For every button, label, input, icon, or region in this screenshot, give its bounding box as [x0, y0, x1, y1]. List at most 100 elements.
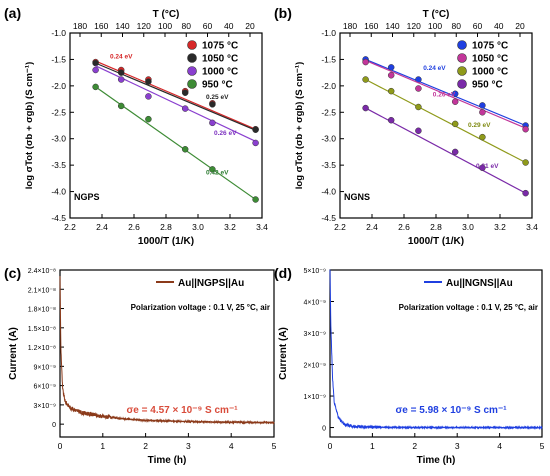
y-tick-label: -2.5 — [321, 107, 336, 117]
data-point — [479, 164, 486, 172]
data-point — [252, 139, 259, 147]
legend-marker — [457, 53, 467, 63]
legend-marker — [457, 66, 467, 76]
top-tick-label: 180 — [343, 21, 357, 31]
y-tick-label: 9×10⁻⁹ — [34, 364, 56, 371]
top-tick-label: 120 — [407, 21, 421, 31]
y-tick-label: 5×10⁻⁹ — [304, 268, 326, 275]
panel-label: (a) — [4, 5, 21, 21]
sample-label: NGNS — [344, 192, 370, 202]
x-tick-label: 4 — [497, 441, 502, 451]
series-1 — [362, 58, 529, 133]
legend-marker — [187, 40, 197, 50]
top-tick-label: 60 — [203, 21, 213, 31]
x-tick-label: 3.4 — [256, 222, 268, 232]
data-point — [362, 104, 369, 112]
x-axis-label: 1000/T (1/K) — [138, 236, 194, 247]
conductivity-label: σe = 4.57 × 10⁻⁹ S cm⁻¹ — [126, 405, 238, 416]
data-point — [415, 85, 422, 92]
data-point — [387, 116, 395, 124]
y-tick-label: -4.5 — [321, 213, 336, 223]
activation-energy-label: 0.31 eV — [476, 163, 499, 170]
y-tick-label: -1.5 — [321, 54, 336, 64]
y-tick-label: -3.0 — [321, 134, 336, 144]
x-axis-label: Time (h) — [417, 455, 456, 466]
x-tick-label: 2.2 — [334, 222, 346, 232]
data-point — [117, 102, 125, 110]
x-tick-label: 3.2 — [224, 222, 236, 232]
fit-line — [365, 58, 526, 127]
legend-label: Au||NGPS||Au — [178, 278, 244, 289]
top-tick-label: 180 — [73, 21, 87, 31]
activation-energy-label: 0.26 eV — [433, 91, 456, 98]
y-tick-label: -4.0 — [321, 187, 336, 197]
data-point — [522, 189, 529, 197]
y-tick-label: 3×10⁻⁹ — [304, 331, 326, 338]
top-tick-label: 20 — [245, 21, 255, 31]
x-tick-label: 2.6 — [398, 222, 410, 232]
legend-label: 1000 °C — [202, 67, 238, 78]
data-point — [117, 76, 125, 83]
x-tick-label: 3.4 — [526, 222, 538, 232]
data-point — [252, 126, 259, 133]
y-axis-label: Current (A) — [278, 327, 289, 380]
data-point — [387, 72, 395, 79]
top-tick-label: 140 — [115, 21, 129, 31]
x-tick-label: 3.0 — [192, 222, 204, 232]
top-tick-label: 40 — [494, 21, 504, 31]
fit-line — [365, 59, 526, 129]
data-point — [181, 89, 189, 96]
y-tick-label: -2.0 — [321, 81, 336, 91]
y-tick-label: 1.5×10⁻⁸ — [28, 326, 56, 333]
x-tick-label: 3 — [186, 441, 191, 451]
top-tick-label: 80 — [182, 21, 192, 31]
top-tick-label: 160 — [364, 21, 378, 31]
legend: 1075 °C 1050 °C 1000 °C 950 °C — [187, 40, 238, 91]
data-point — [209, 119, 216, 127]
legend-label: 1075 °C — [202, 41, 238, 52]
y-tick-label: -4.5 — [51, 213, 66, 223]
x-axis-label: Time (h) — [148, 455, 187, 466]
y-tick-label: 1.8×10⁻⁸ — [28, 307, 56, 314]
activation-energy-label: 0.24 eV — [110, 53, 133, 60]
y-tick-label: -3.5 — [321, 160, 336, 170]
y-tick-label: 1.2×10⁻⁸ — [28, 345, 56, 352]
data-point — [479, 109, 486, 116]
data-point — [522, 125, 529, 133]
legend-marker — [187, 66, 197, 76]
data-point — [181, 146, 189, 153]
data-point — [252, 196, 259, 203]
x-tick-label: 0 — [328, 441, 333, 451]
activation-energy-label: 0.24 eV — [423, 65, 446, 72]
activation-energy-label: 0.26 eV — [214, 130, 237, 137]
data-point — [117, 69, 125, 76]
y-tick-label: 2.4×10⁻⁸ — [28, 268, 56, 275]
top-tick-label: 20 — [515, 21, 525, 31]
top-tick-label: 40 — [224, 21, 234, 31]
y-tick-label: 4×10⁻⁹ — [304, 300, 326, 307]
x-tick-label: 2.4 — [366, 222, 378, 232]
x-tick-label: 2 — [143, 441, 148, 451]
x-tick-label: 5 — [540, 441, 545, 451]
activation-energy-label: 0.42 eV — [206, 170, 229, 177]
data-point — [145, 115, 152, 123]
polarization-annotation: Polarization voltage : 0.1 V, 25 °C, air — [131, 303, 270, 312]
y-tick-label: 6×10⁻⁹ — [34, 384, 56, 391]
top-tick-label: 140 — [385, 21, 399, 31]
top-axis-label: T (°C) — [153, 9, 180, 20]
data-point — [181, 105, 189, 112]
data-point — [92, 59, 99, 67]
series-3 — [92, 83, 259, 203]
x-tick-label: 2.4 — [96, 222, 108, 232]
top-tick-label: 60 — [473, 21, 483, 31]
series-3 — [362, 104, 529, 197]
x-tick-label: 1 — [100, 441, 105, 451]
legend-marker — [457, 40, 467, 50]
legend-marker — [187, 79, 197, 89]
data-point — [451, 90, 459, 98]
legend-marker — [457, 79, 467, 89]
data-point — [479, 102, 486, 109]
chart-panel-b: (b) 2.2 2.4 2.6 2.8 3.0 3.2 3.4 1000/T (1/K) -1.0… — [274, 5, 538, 247]
y-tick-label: -1.0 — [51, 28, 66, 38]
data-point — [209, 101, 216, 108]
